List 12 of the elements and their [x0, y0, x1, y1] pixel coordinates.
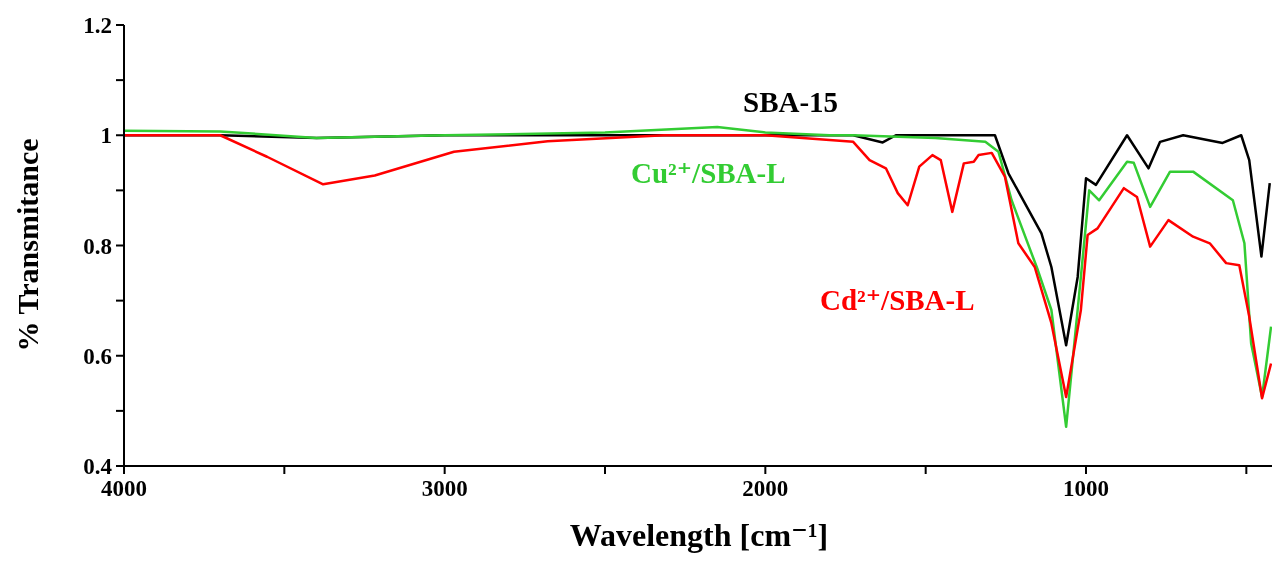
x-tick-label: 1000 [1063, 476, 1110, 502]
x-tick-label: 3000 [421, 476, 468, 502]
text: Cd²⁺/SBA-L [820, 283, 975, 317]
y-axis-title: % Transmitance [11, 138, 45, 352]
series-label: Cu²⁺/SBA-L [631, 156, 786, 190]
y-tick-label: 1.2 [83, 13, 112, 39]
y-tick-label: 0.8 [83, 233, 112, 259]
x-axis-title: Wavelength [cm⁻¹] [568, 516, 830, 554]
series-label: SBA-15 [743, 86, 839, 119]
x-tick-label: 2000 [742, 476, 789, 502]
y-tick-label: 0.6 [83, 343, 112, 369]
y-tick-label: 1 [100, 123, 112, 149]
